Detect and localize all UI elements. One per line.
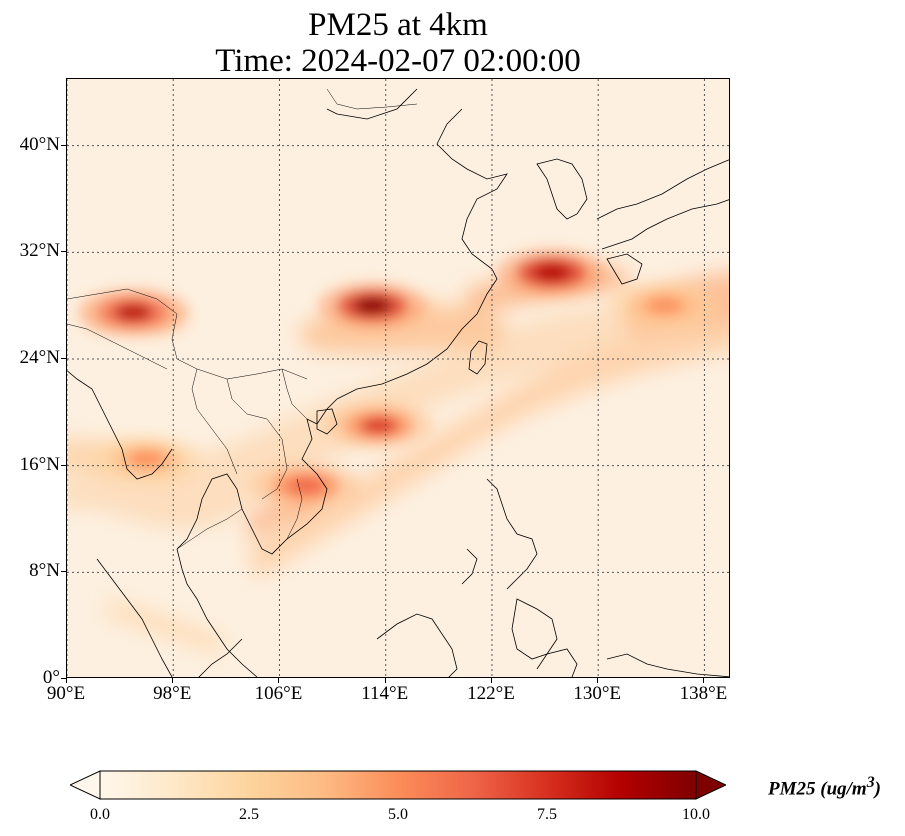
x-tick-mark <box>172 678 174 683</box>
x-tick-label: 138°E <box>679 683 728 704</box>
y-tick-mark <box>61 464 66 466</box>
pm25-hotspot <box>127 450 166 468</box>
pm25-hotspot <box>359 417 399 435</box>
y-tick-label: 24°N <box>19 347 60 368</box>
y-tick-mark <box>61 144 66 146</box>
map-subtitle-time: Time: 2024-02-07 02:00:00 <box>215 43 581 79</box>
colorbar-tick-label: 2.5 <box>239 806 259 823</box>
pm25-hotspot <box>532 263 571 281</box>
x-tick-mark <box>384 678 386 683</box>
x-tick-label: 98°E <box>153 683 192 704</box>
y-tick-label: 0° <box>42 667 60 688</box>
gridlines <box>67 79 729 677</box>
pm25-hotspot <box>286 477 326 495</box>
colorbar-gradient <box>99 770 697 800</box>
x-tick-mark <box>490 678 492 683</box>
map-panel <box>66 78 730 678</box>
colorbar-tick-label: 0.0 <box>90 806 110 823</box>
x-tick-label: 114°E <box>361 683 409 704</box>
colorbar-label: PM25 (ug/m3) <box>768 774 881 800</box>
x-tick-mark <box>278 678 280 683</box>
y-tick-mark <box>61 571 66 573</box>
colorbar-min-extend-arrow <box>70 770 101 800</box>
colorbar <box>70 770 726 800</box>
y-tick-label: 8°N <box>29 560 60 582</box>
pm25-hotspot <box>114 303 153 321</box>
x-tick-label: 106°E <box>254 683 303 704</box>
coastlines <box>67 88 729 677</box>
x-tick-mark <box>597 678 599 683</box>
map-title: PM25 at 4km <box>308 7 488 43</box>
x-tick-mark <box>703 678 705 683</box>
country-borders <box>67 88 418 550</box>
y-tick-mark <box>61 678 66 679</box>
x-tick-mark <box>66 678 67 683</box>
x-tick-label: 122°E <box>467 683 515 704</box>
pm25-hotspot <box>353 297 392 315</box>
x-tick-label: 130°E <box>573 683 622 704</box>
y-tick-mark <box>61 251 66 253</box>
y-tick-mark <box>61 358 66 359</box>
x-tick-label: 90°E <box>46 683 86 704</box>
y-tick-label: 32°N <box>19 240 60 262</box>
y-tick-label: 16°N <box>19 453 60 475</box>
colorbar-max-extend-arrow <box>695 770 726 800</box>
map-canvas <box>67 79 729 677</box>
pm25-hotspot <box>645 297 684 315</box>
colorbar-tick-label: 7.5 <box>537 806 557 823</box>
colorbar-tick-label: 10.0 <box>682 806 710 823</box>
colorbar-tick-label: 5.0 <box>388 806 408 823</box>
y-tick-label: 40°N <box>19 133 60 155</box>
